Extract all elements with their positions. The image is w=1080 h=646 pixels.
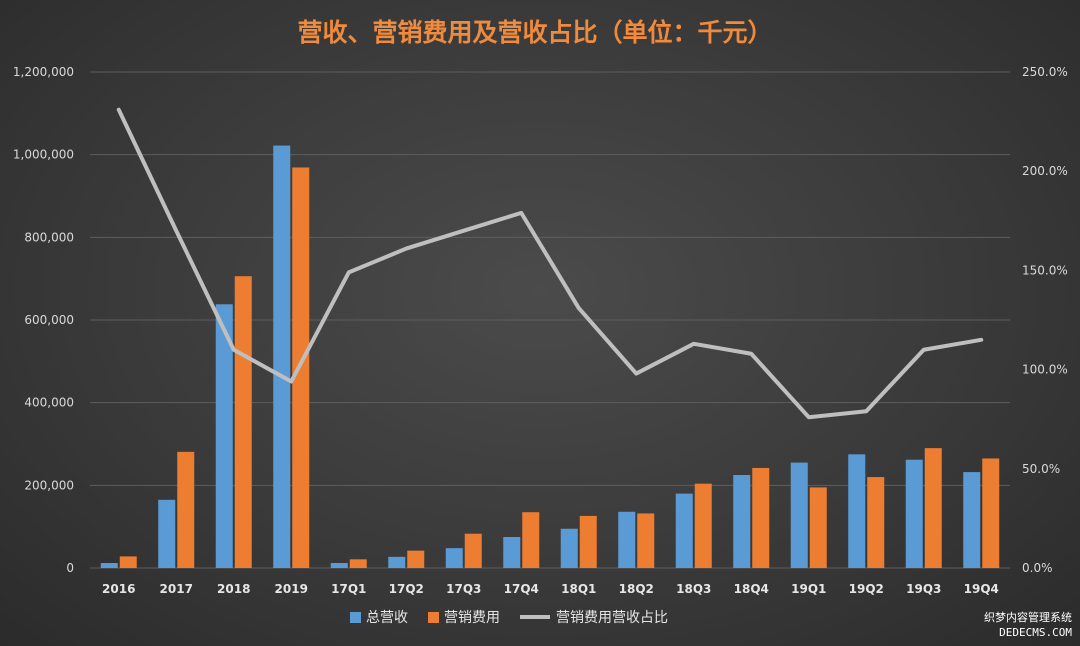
watermark: 织梦内容管理系统 DEDECMS.COM [984,610,1072,639]
legend: 总营收 营销费用 营销费用营收占比 [350,610,668,626]
x-tick-label: 2019 [275,582,308,596]
x-axis: 2016 2017 2018 2019 17Q1 17Q2 17Q3 17Q4 18Q1 18Q2… [102,582,999,596]
ratio-point [922,348,926,352]
revenue-bar [560,528,578,568]
x-tick-label: 18Q2 [619,582,654,596]
marketing-expense-bar [924,448,942,568]
ratio-point [749,352,753,356]
legend-label: 总营收 [366,610,408,626]
ratio-point [634,372,638,376]
x-tick-label: 18Q4 [734,582,769,596]
bars [100,145,1000,569]
watermark-line2: DEDECMS.COM [999,626,1072,639]
revenue-bar [848,454,866,568]
legend-label: 营销费用营收占比 [556,610,668,626]
revenue-bar [273,145,291,568]
revenue-bar [790,462,808,568]
y-right-tick-label: 250.0% [1022,65,1068,79]
revenue-bar [675,493,693,568]
x-tick-label: 19Q1 [791,582,826,596]
y-left-tick-label: 400,000 [24,396,74,410]
ratio-series-line [116,107,984,420]
marketing-expense-bar [752,467,770,568]
watermark-line1: 织梦内容管理系统 [984,610,1072,624]
marketing-expense-bar [234,276,252,568]
y-right-tick-label: 0.0% [1022,561,1053,575]
y-right-tick-label: 200.0% [1022,164,1068,178]
x-tick-label: 2016 [102,582,135,596]
x-tick-label: 2017 [160,582,193,596]
marketing-expense-bar [407,550,425,568]
ratio-point [692,342,696,346]
revenue-bar [215,304,233,568]
y-left-tick-label: 0 [66,561,74,575]
marketing-expense-bar [464,533,482,568]
ratio-point [519,211,523,215]
x-tick-label: 2018 [217,582,250,596]
x-tick-label: 17Q2 [389,582,424,596]
marketing-expense-bar [349,559,367,568]
revenue-bar [388,556,406,568]
y-right-tick-label: 50.0% [1022,462,1060,476]
revenue-bar [618,511,636,568]
revenue-bar [158,499,176,568]
y-left-tick-label: 1,200,000 [13,65,74,79]
marketing-expense-bar [579,515,597,568]
marketing-expense-bar [522,512,540,568]
y-left-tick-label: 200,000 [24,478,74,492]
revenue-bar [733,475,751,568]
x-tick-label: 17Q4 [504,582,539,596]
x-tick-label: 18Q1 [561,582,596,596]
x-tick-label: 17Q3 [446,582,481,596]
y-left-tick-label: 800,000 [24,230,74,244]
revenue-bar [905,459,923,568]
marketing-expense-bar [982,458,1000,568]
marketing-expense-bar [177,451,195,568]
ratio-point [174,229,178,233]
y-left-tick-label: 1,000,000 [13,148,74,162]
ratio-point [807,415,811,419]
revenue-bar [963,472,981,568]
ratio-point [864,409,868,413]
revenue-bar [503,537,521,568]
revenue-bar [330,563,348,568]
revenue-bar [100,563,118,568]
x-tick-label: 17Q1 [331,582,366,596]
ratio-line [116,107,984,420]
ratio-point [347,270,351,274]
marketing-expense-bar [809,487,827,568]
x-tick-label: 18Q3 [676,582,711,596]
legend-swatch [350,612,361,623]
legend-swatch [428,612,439,623]
legend-label: 营销费用 [444,610,500,626]
revenue-bar [445,548,463,568]
marketing-expense-bar [119,556,137,568]
ratio-point [404,247,408,251]
ratio-point [289,380,293,384]
x-tick-label: 19Q4 [964,582,999,596]
marketing-expense-bar [637,513,655,568]
ratio-point [232,348,236,352]
y-left-tick-label: 600,000 [24,313,74,327]
ratio-point [979,338,983,342]
marketing-expense-bar [694,483,712,568]
y-right-tick-label: 100.0% [1022,363,1068,377]
y-axis-right: 0.0% 50.0% 100.0% 150.0% 200.0% 250.0% [1022,65,1068,575]
x-tick-label: 19Q3 [906,582,941,596]
y-right-tick-label: 150.0% [1022,263,1068,277]
ratio-point [117,108,121,112]
marketing-expense-bar [867,477,885,568]
chart-title: 营收、营销费用及营收占比（单位：千元） [297,18,772,47]
y-axis-left: 0 200,000 400,000 600,000 800,000 1,000,000 1,… [13,65,74,575]
ratio-point [577,306,581,310]
x-tick-label: 19Q2 [849,582,884,596]
ratio-point [462,229,466,233]
